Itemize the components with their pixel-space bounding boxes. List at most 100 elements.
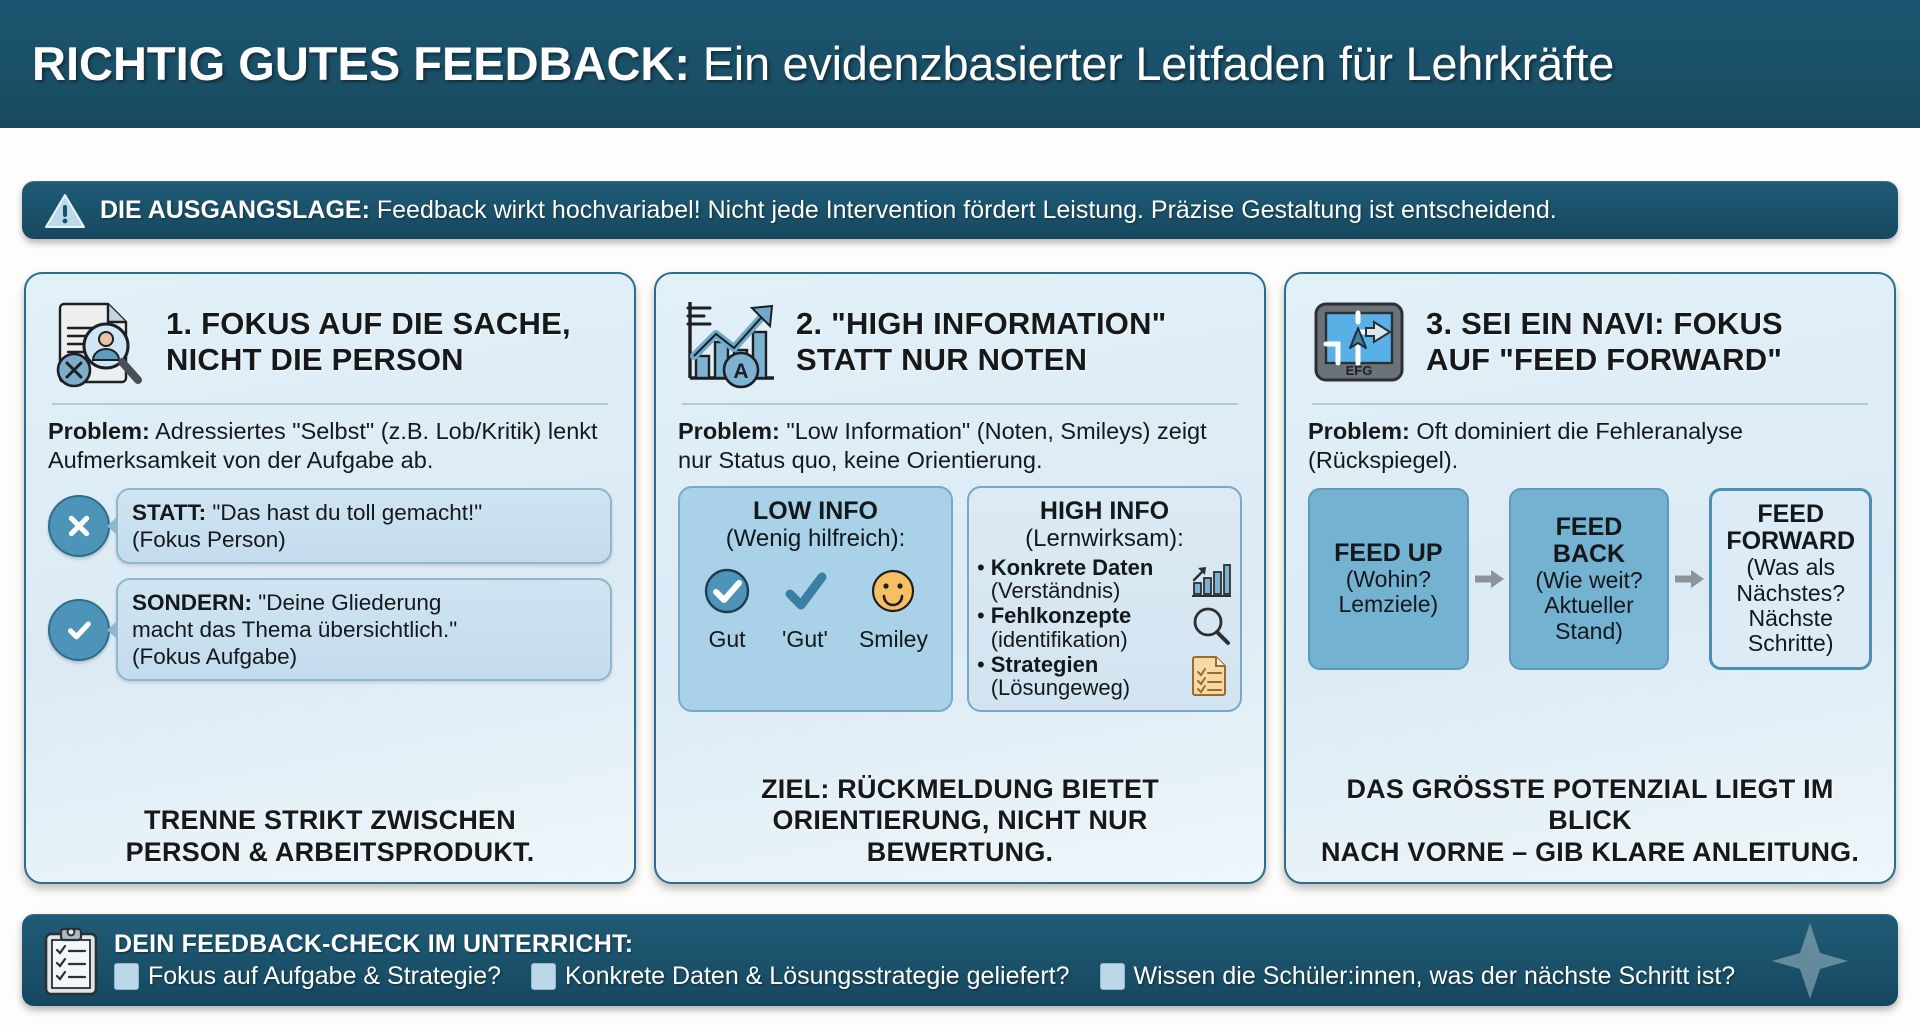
checkmark-icon (781, 567, 829, 620)
bubble-sondern-text: "Deine Gliederung (252, 590, 442, 616)
checkbox-icon[interactable] (1099, 963, 1125, 990)
high-item-fehlkonzepte-sub: (identifikation) (990, 626, 1128, 652)
bullet-icon: • (977, 651, 985, 677)
card-3-footer-line1: DAS GRÖSSTE POTENZIAL LIEGT IM BLICK (1346, 774, 1834, 836)
flow-box-feed-forward: FEED FORWARD (Was als Nächstes? Nächste … (1709, 488, 1873, 670)
feedback-check-list: Fokus auf Aufgabe & Strategie? Konkrete … (114, 962, 1735, 991)
card-3-header: EFG 3. SEI EIN NAVI: FOKUS AUF "FEED FOR… (1308, 294, 1872, 390)
flow-box-feed-forward-sub: (Was als Nächstes? Nächste Schritte) (1736, 554, 1846, 657)
page-title: RICHTIG GUTES FEEDBACK: Ein evidenzbasie… (32, 39, 1614, 88)
arrow-right-icon (1673, 488, 1705, 669)
card-2-title-line2: STATT NUR NOTEN (796, 342, 1088, 377)
card-1-title-line1: 1. FOKUS AUF DIE SACHE, (166, 306, 571, 342)
panel-high-sub: (Lernwirksam): (1025, 525, 1184, 553)
card-3-problem-text: Oft dominiert die Fehleranalyse (Rückspi… (1308, 418, 1743, 473)
cards-row: 1. FOKUS AUF DIE SACHE, NICHT DIE PERSON… (24, 272, 1896, 884)
card-3-footer-line2: NACH VORNE – GIB KLARE ANLEITUNG. (1320, 836, 1860, 867)
high-item-fehlkonzepte-text: Fehlkonzepte (identifikation) (991, 604, 1182, 652)
smiley-face-icon (869, 567, 917, 620)
card-1-problem-label: Problem: (48, 418, 150, 444)
card-2-footer-line2: ORIENTIERUNG, NICHT NUR BEWERTUNG. (772, 805, 1148, 867)
card-3-footer: DAS GRÖSSTE POTENZIAL LIEGT IM BLICK NAC… (1308, 764, 1872, 868)
checkbox-icon[interactable] (114, 963, 139, 990)
feedback-check-content: DEIN FEEDBACK-CHECK IM UNTERRICHT: Fokus… (114, 930, 1735, 991)
navigation-device-icon: EFG (1308, 294, 1412, 390)
card-3-title-line1: 3. SEI EIN NAVI: FOKUS (1426, 306, 1783, 342)
check-item-1[interactable]: Fokus auf Aufgabe & Strategie? (114, 962, 501, 991)
cross-circle-icon (48, 495, 110, 558)
low-item-smiley: Smiley (859, 567, 928, 653)
info-panels: LOW INFO (Wenig hilfreich): Gut (678, 486, 1242, 713)
bubble-statt-text: "Das hast du toll gemacht!" (206, 500, 483, 526)
high-item-daten-strong: Konkrete Daten (990, 554, 1154, 580)
card-2-footer-line1: ZIEL: RÜCKMELDUNG BIETET (761, 774, 1159, 805)
card-2-divider (682, 403, 1238, 405)
check-item-2-label: Konkrete Daten & Lösungsstrategie gelief… (565, 962, 1070, 990)
checklist-document-icon (1188, 653, 1232, 697)
document-magnifier-person-icon (48, 294, 152, 390)
card-1-footer: TRENNE STRIKT ZWISCHEN PERSON & ARBEITSP… (48, 795, 612, 868)
high-item-strategien-text: Strategien (Lösungeweg) (990, 651, 1182, 701)
checkbox-icon[interactable] (531, 963, 557, 990)
title-bar: RICHTIG GUTES FEEDBACK: Ein evidenzbasie… (0, 0, 1920, 128)
high-item-fehlkonzepte-strong: Fehlkonzepte (990, 603, 1132, 629)
card-sei-ein-navi: EFG 3. SEI EIN NAVI: FOKUS AUF "FEED FOR… (1284, 272, 1896, 884)
high-item-strategien-strong: Strategien (990, 651, 1099, 677)
flow-box-feed-forward-name: FEED FORWARD (1726, 500, 1856, 556)
flow-box-feed-up-name: FEED UP (1334, 539, 1443, 568)
bubble-sondern-text2: macht das Thema übersichtlich." (132, 617, 458, 643)
card-3-divider (1312, 403, 1868, 405)
card-2-footer: ZIEL: RÜCKMELDUNG BIETET ORIENTIERUNG, N… (678, 764, 1242, 868)
page-title-rest: Ein evidenzbasierter Leitfaden für Lehrk… (690, 37, 1615, 91)
bubble-row-statt: STATT: "Das hast du toll gemacht!" (Foku… (48, 488, 612, 565)
situation-banner-body: Feedback wirkt hochvariabel! Nicht jede … (369, 196, 1557, 224)
check-item-2[interactable]: Konkrete Daten & Lösungsstrategie gelief… (531, 962, 1070, 991)
card-1-footer-line1: TRENNE STRIKT ZWISCHEN (144, 805, 516, 836)
high-item-fehlkonzepte: • Fehlkonzepte (identifikation) (977, 604, 1232, 652)
check-circle-icon (703, 567, 751, 620)
situation-banner: DIE AUSGANGSLAGE: Feedback wirkt hochvar… (22, 181, 1898, 239)
flow-box-feed-up: FEED UP (Wohin? Lemziele) (1308, 488, 1469, 670)
card-3-title-line2: AUF "FEED FORWARD" (1426, 342, 1783, 377)
card-high-information: A 2. "HIGH INFORMATION" STATT NUR NOTEN … (654, 272, 1266, 884)
bubble-statt: STATT: "Das hast du toll gemacht!" (Foku… (107, 488, 612, 565)
bubble-row-sondern: SONDERN: "Deine Gliederung macht das The… (48, 578, 612, 682)
card-1-divider (52, 403, 608, 405)
bar-chart-icon (1188, 556, 1232, 600)
flow-box-feed-up-sub: (Wohin? Lemziele) (1338, 566, 1439, 618)
bubble-sondern-sub: (Fokus Aufgabe) (132, 644, 298, 670)
flow-box-feed-back: FEED BACK (Wie weit? Aktueller Stand) (1508, 488, 1670, 670)
flow-box-feed-back-sub: (Wie weit? Aktueller Stand) (1535, 566, 1643, 644)
panel-high-title: HIGH INFO (1039, 497, 1170, 526)
card-3-problem: Problem: Oft dominiert die Fehleranalyse… (1308, 417, 1872, 474)
svg-text:A: A (733, 360, 748, 383)
card-2-header: A 2. "HIGH INFORMATION" STATT NUR NOTEN (678, 294, 1242, 390)
bubble-sondern-label: SONDERN: (132, 590, 253, 616)
bullet-icon: • (977, 554, 985, 580)
card-fokus-auf-die-sache: 1. FOKUS AUF DIE SACHE, NICHT DIE PERSON… (24, 272, 636, 884)
card-1-title-line2: NICHT DIE PERSON (166, 342, 464, 377)
svg-text:EFG: EFG (1346, 363, 1373, 378)
high-item-strategien-sub: (Lösungeweg) (990, 675, 1131, 701)
bullet-icon: • (977, 603, 985, 629)
card-1-bubbles: STATT: "Das hast du toll gemacht!" (Foku… (48, 488, 612, 682)
feedback-check-bar: DEIN FEEDBACK-CHECK IM UNTERRICHT: Fokus… (22, 914, 1898, 1006)
card-2-problem: Problem: "Low Information" (Noten, Smile… (678, 417, 1242, 474)
check-item-3[interactable]: Wissen die Schüler:innen, was der nächst… (1099, 962, 1735, 991)
card-1-header: 1. FOKUS AUF DIE SACHE, NICHT DIE PERSON (48, 294, 612, 390)
card-1-problem: Problem: Adressiertes "Selbst" (z.B. Lob… (48, 417, 612, 474)
low-item-gut-label: Gut (708, 625, 746, 652)
feed-flow: FEED UP (Wohin? Lemziele) FEED BACK (Wie… (1308, 488, 1873, 670)
arrow-right-icon (1473, 488, 1505, 669)
bubble-statt-label: STATT: (132, 500, 207, 526)
panel-low-sub: (Wenig hilfreich): (725, 525, 906, 553)
panel-low-info: LOW INFO (Wenig hilfreich): Gut (678, 486, 953, 713)
high-item-daten: • Konkrete Daten (Verständnis) (977, 554, 1232, 604)
sparkle-icon (1770, 921, 1850, 1001)
high-info-list: • Konkrete Daten (Verständnis) (977, 554, 1232, 701)
situation-banner-label: DIE AUSGANGSLAGE: (100, 196, 370, 224)
magnifier-icon (1188, 604, 1232, 648)
card-2-title-line1: 2. "HIGH INFORMATION" (796, 306, 1167, 342)
card-2-title: 2. "HIGH INFORMATION" STATT NUR NOTEN (796, 306, 1167, 377)
